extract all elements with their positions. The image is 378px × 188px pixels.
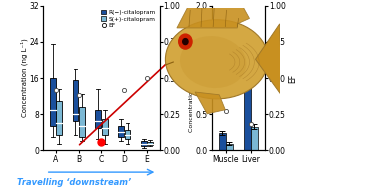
Y-axis label: EF: EF	[183, 74, 192, 83]
Circle shape	[179, 34, 192, 49]
Polygon shape	[195, 92, 225, 114]
Bar	[50, 78, 56, 126]
Polygon shape	[177, 0, 249, 28]
Legend: R(−)-citalopram, S(+)-citalopram, EF: R(−)-citalopram, S(+)-citalopram, EF	[99, 9, 156, 30]
Bar	[124, 130, 130, 139]
Bar	[118, 126, 124, 137]
Text: Travelling ‘downstream’: Travelling ‘downstream’	[17, 178, 131, 187]
Bar	[147, 142, 153, 145]
Bar	[251, 127, 258, 150]
Bar	[102, 119, 108, 135]
Bar	[218, 133, 226, 150]
Ellipse shape	[166, 20, 268, 99]
Ellipse shape	[180, 36, 246, 88]
Bar	[95, 110, 101, 128]
Polygon shape	[256, 24, 282, 96]
Bar	[141, 141, 147, 146]
Bar	[56, 101, 62, 135]
Bar	[73, 80, 79, 121]
Y-axis label: EF: EF	[288, 74, 297, 83]
Circle shape	[183, 39, 188, 45]
Y-axis label: Concentration (ng L⁻¹): Concentration (ng L⁻¹)	[21, 39, 28, 117]
Bar	[79, 107, 85, 137]
Y-axis label: Concentration (ng g⁻¹ wet weight): Concentration (ng g⁻¹ wet weight)	[188, 24, 194, 132]
Bar	[244, 42, 251, 150]
Bar	[226, 144, 233, 150]
